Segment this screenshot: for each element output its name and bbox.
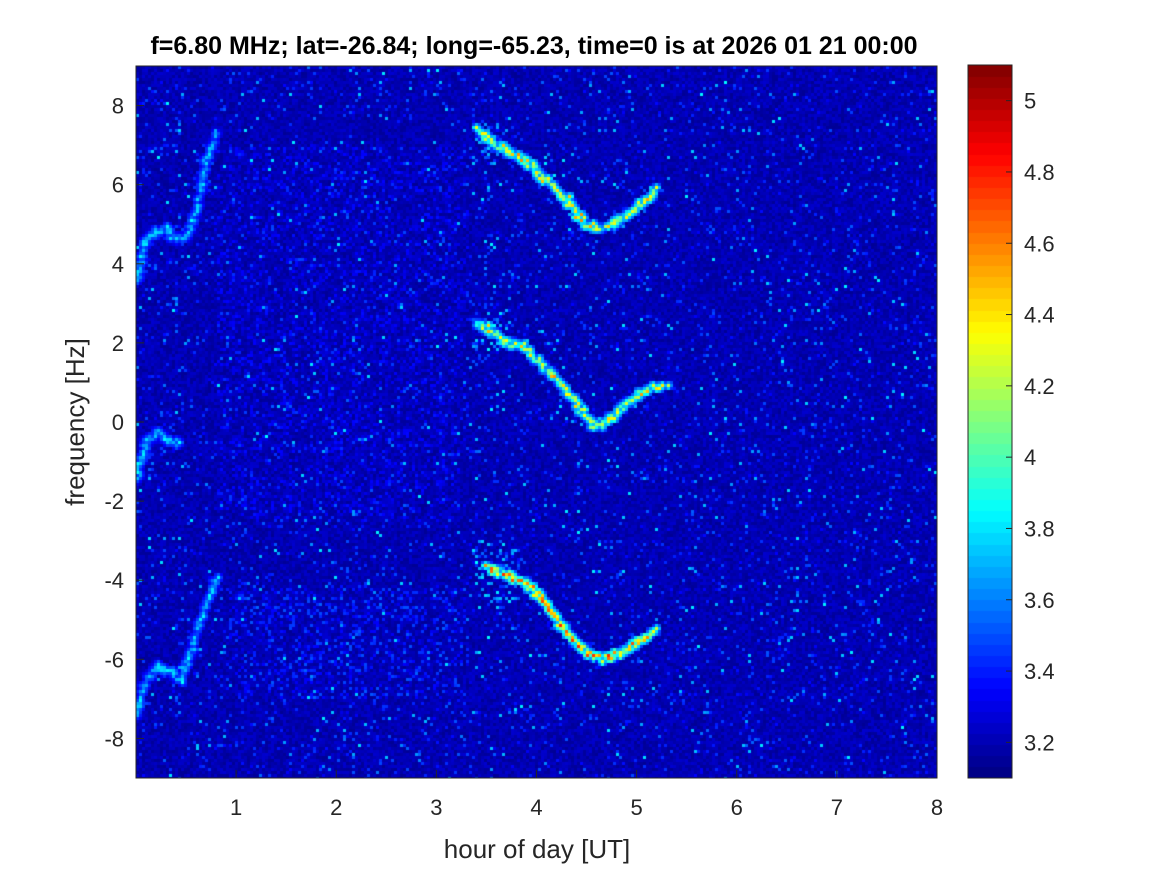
y-axis-label: frequency [Hz]: [60, 338, 90, 506]
x-tick-label: 2: [330, 795, 342, 820]
colorbar-tick-label: 5: [1024, 89, 1036, 114]
colorbar-tick-label: 4.6: [1024, 231, 1055, 256]
colorbar-gradient: [968, 65, 1012, 778]
colorbar-axis: 3.2 3.4 3.6 3.8 4 4.2 4.4 4.6 4.8 5: [1006, 89, 1055, 755]
x-axis: 1 2 3 4 5 6 7 8: [230, 770, 943, 820]
x-tick-label: 5: [631, 795, 643, 820]
plot-area: [135, 65, 938, 779]
colorbar-tick-label: 4: [1024, 445, 1036, 470]
colorbar-tick-label: 3.8: [1024, 516, 1055, 541]
chart-title: f=6.80 MHz; lat=-26.84; long=-65.23, tim…: [150, 32, 917, 60]
x-tick-label: 6: [731, 795, 743, 820]
colorbar-tick-label: 3.2: [1024, 730, 1055, 755]
x-tick-label: 3: [430, 795, 442, 820]
colorbar: [967, 64, 1013, 779]
colorbar-tick-label: 4.4: [1024, 303, 1055, 328]
y-tick-label: -6: [104, 647, 124, 672]
y-tick-label: 2: [112, 331, 124, 356]
y-tick-label: -4: [104, 568, 124, 593]
y-tick-label: -2: [104, 489, 124, 514]
y-tick-label: -8: [104, 726, 124, 751]
x-tick-label: 1: [230, 795, 242, 820]
x-tick-label: 7: [831, 795, 843, 820]
colorbar-tick-label: 4.8: [1024, 160, 1055, 185]
colorbar-tick-label: 3.6: [1024, 588, 1055, 613]
y-tick-label: 8: [112, 94, 124, 119]
x-tick-label: 8: [931, 795, 943, 820]
colorbar-tick-label: 3.4: [1024, 659, 1055, 684]
spectrogram-heatmap: [136, 66, 937, 778]
colorbar-frame: [967, 64, 1013, 779]
x-tick-label: 4: [530, 795, 542, 820]
y-tick-label: 6: [112, 173, 124, 198]
y-tick-label: 4: [112, 252, 124, 277]
y-tick-label: 0: [112, 410, 124, 435]
colorbar-tick-label: 4.2: [1024, 374, 1055, 399]
x-axis-label: hour of day [UT]: [444, 834, 630, 864]
y-axis: -8 -6 -4 -2 0 2 4 6 8: [104, 94, 144, 751]
